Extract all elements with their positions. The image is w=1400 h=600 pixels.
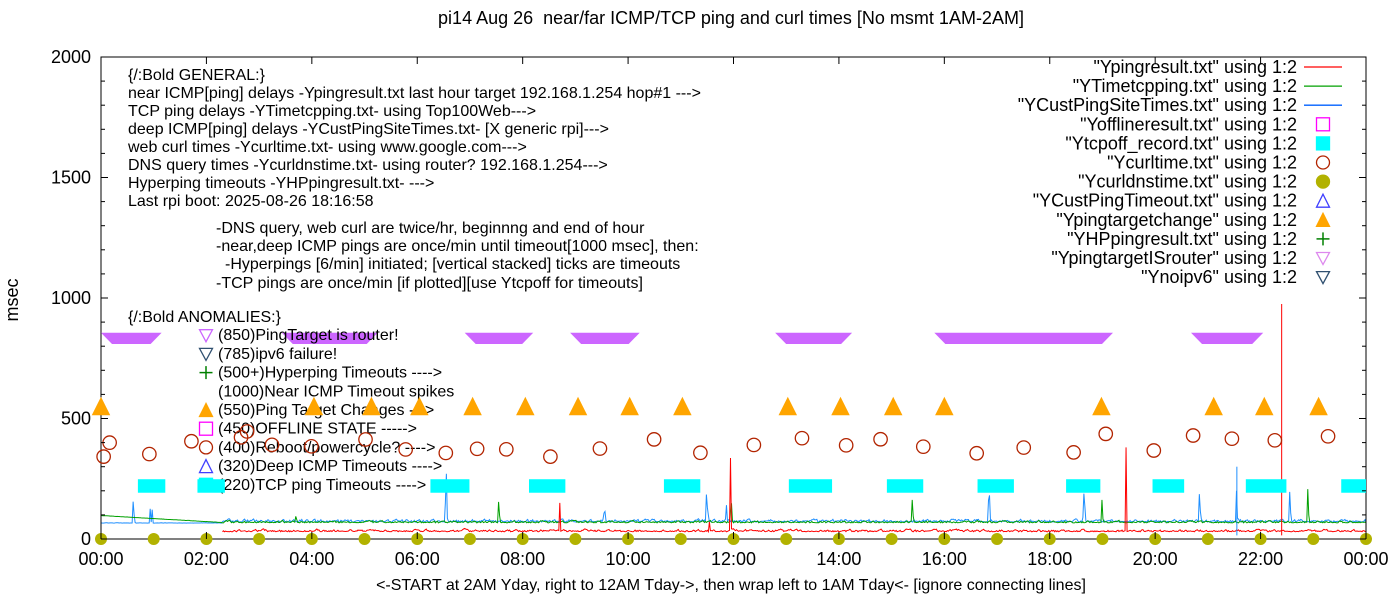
svg-text:"YTimetcpping.txt" using 1:2: "YTimetcpping.txt" using 1:2 (1073, 76, 1297, 96)
svg-text:1500: 1500 (51, 168, 91, 188)
svg-text:(550)Ping Target Changes --->: (550)Ping Target Changes ---> (218, 402, 434, 419)
svg-text:00:00: 00:00 (1343, 549, 1388, 569)
svg-text:(785)ipv6 failure!: (785)ipv6 failure! (218, 346, 337, 363)
svg-text:TCP ping delays -YTimetcpping.: TCP ping delays -YTimetcpping.txt- using… (128, 103, 536, 120)
svg-text:-DNS query, web curl are twice: -DNS query, web curl are twice/hr, begin… (216, 220, 645, 237)
svg-text:10:00: 10:00 (606, 549, 651, 569)
svg-text:{/:Bold GENERAL:}: {/:Bold GENERAL:} (128, 67, 266, 84)
svg-text:(400)Reboot/powercycle? ---->: (400)Reboot/powercycle? ----> (218, 439, 435, 456)
svg-text:{/:Bold ANOMALIES:}: {/:Bold ANOMALIES:} (128, 309, 282, 326)
svg-text:"YCustPingSiteTimes.txt" using: "YCustPingSiteTimes.txt" using 1:2 (1018, 95, 1297, 115)
svg-text:00:00: 00:00 (78, 549, 123, 569)
svg-text:"Ypingtargetchange" using 1:2: "Ypingtargetchange" using 1:2 (1056, 210, 1297, 230)
svg-text:"Ypingresult.txt" using 1:2: "Ypingresult.txt" using 1:2 (1093, 57, 1297, 77)
svg-text:"YpingtargetISrouter" using 1:: "YpingtargetISrouter" using 1:2 (1051, 248, 1297, 268)
svg-text:DNS query times -Ycurldnstime.: DNS query times -Ycurldnstime.txt- using… (128, 157, 608, 174)
svg-text:"Ytcpoff_record.txt" using 1:2: "Ytcpoff_record.txt" using 1:2 (1065, 133, 1297, 154)
svg-text:(1000)Near ICMP Timeout spikes: (1000)Near ICMP Timeout spikes (218, 383, 454, 400)
svg-text:Hyperping timeouts -YHPpingres: Hyperping timeouts -YHPpingresult.txt- -… (128, 175, 434, 192)
svg-text:-TCP pings are once/min [if pl: -TCP pings are once/min [if plotted][use… (216, 275, 643, 292)
svg-text:Last rpi boot: 2025-08-26 18:1: Last rpi boot: 2025-08-26 18:16:58 (128, 193, 374, 210)
svg-text:"Yofflineresult.txt" using 1:2: "Yofflineresult.txt" using 1:2 (1080, 114, 1297, 134)
svg-text:1000: 1000 (51, 288, 91, 308)
svg-text:16:00: 16:00 (922, 549, 967, 569)
svg-text:pi14 Aug 26 near/far ICMP/TCP: pi14 Aug 26 near/far ICMP/TCP ping and c… (438, 8, 1024, 28)
svg-text:0: 0 (81, 529, 91, 549)
svg-text:-near,deep ICMP pings are once: -near,deep ICMP pings are once/min until… (216, 238, 699, 255)
svg-text:msec: msec (2, 278, 22, 321)
svg-text:02:00: 02:00 (184, 549, 229, 569)
svg-text:deep ICMP[ping] delays -YCustP: deep ICMP[ping] delays -YCustPingSiteTim… (128, 121, 609, 138)
svg-text:06:00: 06:00 (395, 549, 440, 569)
svg-text:web curl times -Ycurltime.txt-: web curl times -Ycurltime.txt- using www… (127, 139, 527, 156)
svg-text:(850)PingTarget is router!: (850)PingTarget is router! (218, 327, 399, 344)
svg-text:"Ynoipv6" using 1:2: "Ynoipv6" using 1:2 (1141, 267, 1297, 287)
svg-text:20:00: 20:00 (1133, 549, 1178, 569)
svg-text:"YCustPingTimeout.txt" using 1: "YCustPingTimeout.txt" using 1:2 (1033, 191, 1297, 211)
svg-text:"Ycurltime.txt" using 1:2: "Ycurltime.txt" using 1:2 (1107, 153, 1297, 173)
svg-text:(320)Deep ICMP Timeouts ---->: (320)Deep ICMP Timeouts ----> (218, 458, 442, 475)
svg-text:<-START at 2AM Yday, right to: <-START at 2AM Yday, right to 12AM Tday-… (376, 577, 1086, 594)
svg-text:18:00: 18:00 (1027, 549, 1072, 569)
svg-text:"Ycurldnstime.txt" using 1:2: "Ycurldnstime.txt" using 1:2 (1078, 172, 1297, 192)
svg-text:(220)TCP ping Timeouts ---->: (220)TCP ping Timeouts ----> (218, 477, 426, 494)
svg-text:08:00: 08:00 (500, 549, 545, 569)
svg-text:22:00: 22:00 (1238, 549, 1283, 569)
svg-text:2000: 2000 (51, 47, 91, 67)
svg-text:near ICMP[ping] delays -Ypingr: near ICMP[ping] delays -Ypingresult.txt … (128, 85, 701, 102)
svg-text:-Hyperpings [6/min] initiated;: -Hyperpings [6/min] initiated; [vertical… (225, 256, 680, 273)
svg-text:04:00: 04:00 (289, 549, 334, 569)
svg-text:(500+)Hyperping Timeouts ---->: (500+)Hyperping Timeouts ----> (218, 365, 442, 382)
svg-text:"YHPpingresult.txt" using 1:2: "YHPpingresult.txt" using 1:2 (1067, 229, 1297, 249)
svg-text:12:00: 12:00 (711, 549, 756, 569)
svg-text:500: 500 (61, 409, 91, 429)
svg-text:14:00: 14:00 (816, 549, 861, 569)
